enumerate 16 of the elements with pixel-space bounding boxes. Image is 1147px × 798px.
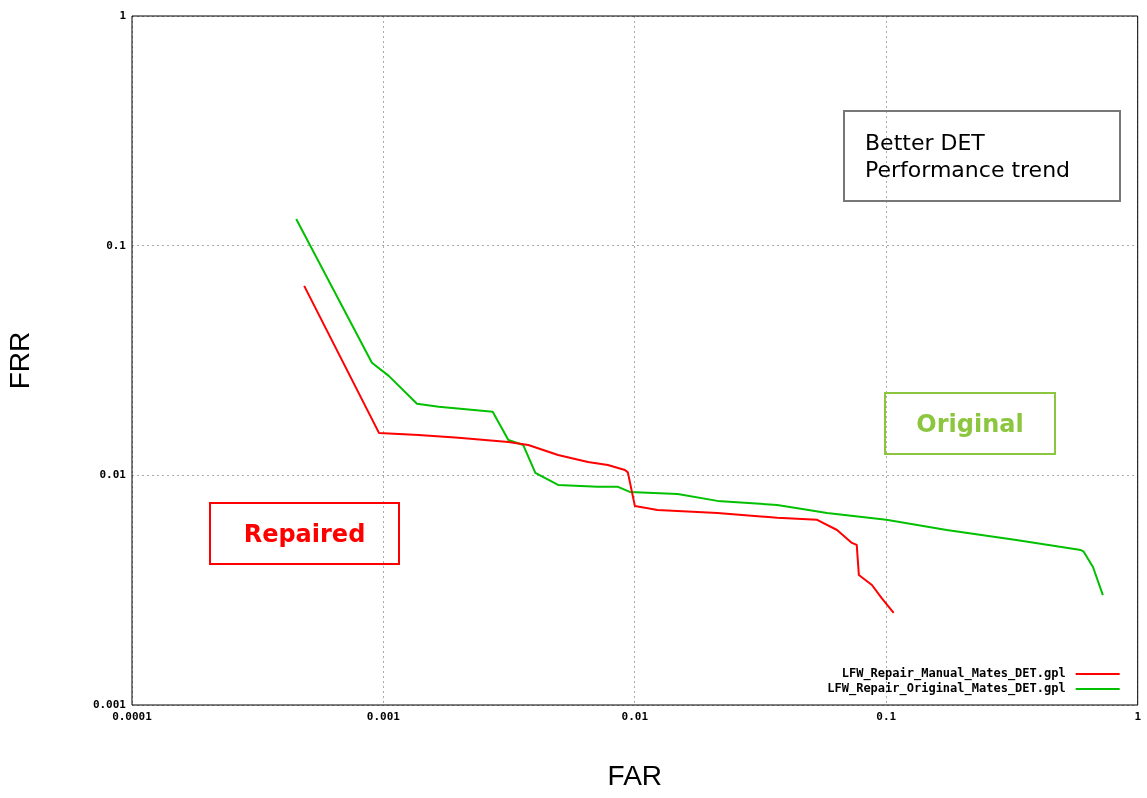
x-tick-label: 0.01 — [621, 710, 649, 724]
y-tick-label: 1 — [119, 8, 127, 22]
y-tick-label: 0.001 — [92, 697, 127, 711]
x-tick-label: 0.0001 — [112, 710, 153, 724]
legend-label: LFW_Repair_Original_Mates_DET.gpl — [827, 681, 1066, 697]
x-axis-title: FAR — [607, 759, 663, 791]
y-axis-title: FRR — [3, 331, 35, 390]
x-tick-label: 0.1 — [876, 710, 897, 724]
x-tick-label: 1 — [1134, 710, 1142, 724]
legend-label: LFW_Repair_Manual_Mates_DET.gpl — [841, 666, 1066, 682]
annotation: Original — [884, 392, 1056, 455]
annotation: Better DET Performance trend — [843, 110, 1121, 202]
y-tick-label: 0.1 — [106, 238, 127, 252]
annotation: Repaired — [209, 502, 400, 565]
y-tick-label: 0.01 — [99, 468, 127, 482]
x-tick-label: 0.001 — [366, 710, 401, 724]
